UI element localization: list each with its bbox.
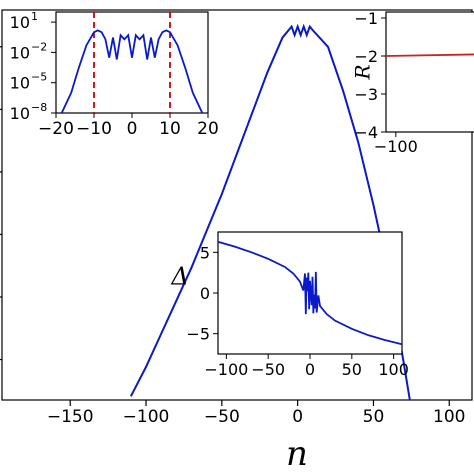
inset-middle-y-tick-label: −5 — [186, 325, 210, 344]
inset-middle-x-tick-label: 100 — [378, 360, 409, 379]
inset-top-left-x-tick-label: 10 — [159, 119, 181, 139]
inset-top-right-y-ticks: −1 −2 −3 −4 — [354, 9, 386, 142]
main-plot-frame — [1, 9, 473, 401]
main-x-tick-label: 100 — [433, 407, 465, 427]
inset-middle-series-line — [218, 240, 402, 346]
inset-middle-y-tick-label: 5 — [200, 243, 210, 262]
inset-top-left-bg — [55, 11, 209, 114]
inset-top-left-y-tick-exponent: −8 — [31, 101, 47, 114]
inset-top-left-x-ticks: −20 −10 0 10 20 — [38, 113, 219, 139]
main-x-tick-label: −50 — [204, 407, 240, 427]
inset-top-left-y-tick-label: 10 — [10, 74, 30, 93]
inset-middle-y-axis-label: Δ — [170, 263, 188, 291]
inset-top-left-y-tick-exponent: −5 — [31, 71, 47, 84]
inset-middle-y-tick-label: 0 — [200, 284, 210, 303]
inset-middle-x-tick-label: 0 — [305, 360, 315, 379]
main-x-tick-label: −100 — [123, 407, 170, 427]
inset-top-left-x-tick-label: 20 — [197, 119, 219, 139]
inset-top-right-y-tick-label: −4 — [354, 123, 378, 142]
inset-top-right: −100 −1 −2 −3 −4 R — [351, 9, 474, 156]
main-x-tick-label: 50 — [363, 407, 385, 427]
main-y-ticks — [0, 46, 2, 361]
inset-top-left-vlines — [93, 12, 171, 113]
main-x-tick-label: −150 — [47, 407, 94, 427]
inset-middle: −100 −50 0 50 100 50−5 Δ — [170, 231, 409, 379]
inset-middle-x-tick-label: −100 — [204, 360, 248, 379]
inset-middle-y-ticks: 5 0 −5 — [186, 243, 218, 344]
inset-top-right-y-tick-label: −1 — [354, 9, 378, 28]
inset-top-left-x-tick-label: −10 — [76, 119, 112, 139]
main-series-line — [129, 23, 411, 400]
inset-middle-x-tick-label: 50 — [342, 360, 362, 379]
main-x-tick-label: 0 — [292, 407, 303, 427]
inset-top-left-y-tick-exponent: −2 — [31, 40, 47, 53]
inset-top-right-y-tick-label: −2 — [354, 47, 378, 66]
inset-top-left-x-tick-label: −20 — [38, 119, 74, 139]
inset-top-left-y-tick-label: 10 — [10, 13, 30, 32]
inset-top-right-bg — [385, 11, 474, 133]
main-chart: −150 −100 −50 0 50 100 n — [0, 9, 473, 474]
inset-middle-x-tick-label: −50 — [251, 360, 285, 379]
inset-top-left-x-tick-label: 0 — [127, 119, 138, 139]
inset-top-left-y-tick-exponent: 1 — [31, 10, 38, 23]
inset-top-left-y-tick-label: 10 — [10, 43, 30, 62]
inset-top-right-series-line — [386, 53, 474, 57]
inset-middle-x-ticks: −100 −50 0 50 100 — [204, 354, 409, 379]
inset-top-right-x-ticks: −100 — [374, 132, 418, 156]
main-x-axis-label: n — [286, 434, 308, 474]
inset-top-right-y-axis-label: R — [351, 64, 375, 80]
inset-top-right-x-tick-label: −100 — [374, 137, 418, 156]
inset-top-right-y-tick-label: −3 — [354, 85, 378, 104]
inset-top-left-y-tick-label: 10 — [10, 104, 30, 123]
inset-top-left-series-line — [60, 29, 204, 113]
main-x-ticks: −150 −100 −50 0 50 100 — [47, 400, 465, 427]
